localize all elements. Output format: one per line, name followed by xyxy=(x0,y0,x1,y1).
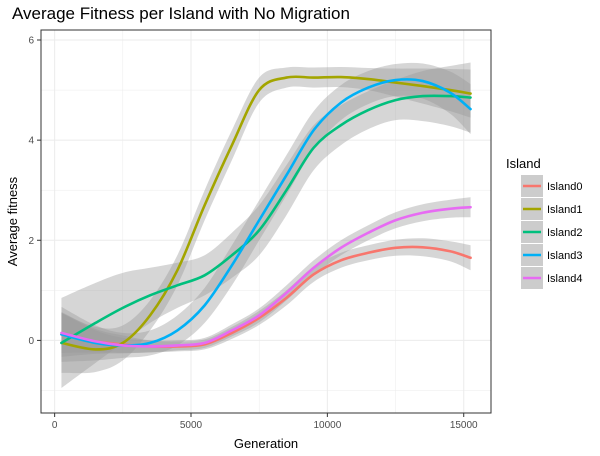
ribbon-island2 xyxy=(61,62,471,388)
legend-item-island3: Island3 xyxy=(521,244,582,266)
x-tick-label: 15000 xyxy=(450,420,478,431)
legend-label: Island4 xyxy=(547,273,582,285)
x-axis-title: Generation xyxy=(234,436,298,451)
legend-item-island0: Island0 xyxy=(521,175,582,197)
y-axis-ticks: 0 2 4 6 xyxy=(28,36,41,347)
chart-title: Average Fitness per Island with No Migra… xyxy=(12,4,350,23)
legend-item-island4: Island4 xyxy=(521,267,582,289)
legend-item-island2: Island2 xyxy=(521,221,582,243)
line-island4 xyxy=(60,205,472,348)
line-island1 xyxy=(60,75,472,351)
y-tick-label: 0 xyxy=(28,336,34,347)
ribbon-island4 xyxy=(61,197,471,353)
y-tick-label: 4 xyxy=(28,136,34,147)
y-tick-label: 6 xyxy=(28,36,34,47)
series-lines xyxy=(60,75,472,351)
legend-label: Island3 xyxy=(547,250,582,262)
y-tick-label: 2 xyxy=(28,236,34,247)
line-island2 xyxy=(60,94,472,345)
legend-label: Island1 xyxy=(547,204,582,216)
legend: Island Island0 Island1 Island2 Island3 Islan… xyxy=(506,156,582,289)
x-tick-label: 0 xyxy=(52,420,58,431)
x-tick-label: 5000 xyxy=(180,420,203,431)
x-tick-label: 10000 xyxy=(313,420,341,431)
legend-title: Island xyxy=(506,156,541,171)
grid-major xyxy=(41,30,491,413)
legend-item-island1: Island1 xyxy=(521,198,582,220)
ribbon-island3 xyxy=(61,62,471,362)
legend-label: Island0 xyxy=(547,181,582,193)
legend-label: Island2 xyxy=(547,227,582,239)
y-axis-title: Average fitness xyxy=(5,176,20,266)
x-axis-ticks: 0 5000 10000 15000 xyxy=(52,413,478,431)
plot-panel-border xyxy=(40,29,492,414)
